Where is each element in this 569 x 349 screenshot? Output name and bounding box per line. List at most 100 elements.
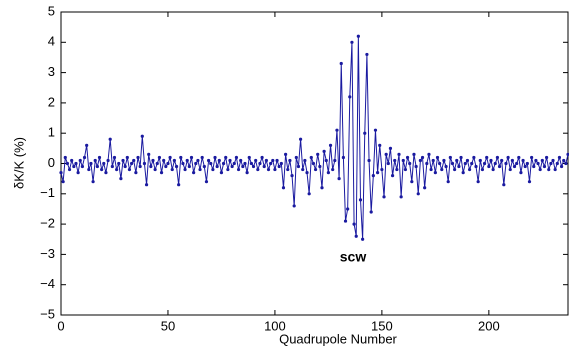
data-point [343, 219, 348, 223]
data-point [226, 167, 230, 172]
data-point [540, 158, 544, 163]
data-point [170, 167, 174, 172]
x-tick-label: 150 [371, 318, 393, 333]
data-point [474, 164, 478, 169]
data-point [213, 155, 217, 160]
data-point [326, 170, 331, 175]
data-point [290, 174, 294, 178]
data-point [532, 164, 536, 169]
data-point [224, 155, 228, 160]
data-point [534, 158, 538, 163]
data-point [399, 195, 403, 199]
data-point [555, 161, 559, 166]
data-point [455, 158, 459, 163]
data-point [181, 161, 185, 166]
data-point [553, 167, 557, 172]
data-point [157, 155, 162, 160]
x-axis-label: Quadrupole Number [279, 331, 397, 346]
data-point [243, 161, 247, 166]
data-point [202, 164, 206, 169]
data-point [508, 167, 512, 172]
data-point [309, 155, 313, 160]
data-point [335, 128, 339, 132]
annotation: scw [340, 249, 367, 265]
data-point [236, 167, 241, 172]
data-point [448, 155, 452, 160]
data-point [117, 161, 121, 166]
data-point [527, 180, 532, 184]
data-point [393, 158, 397, 163]
data-point [502, 183, 506, 187]
data-point [277, 164, 281, 169]
data-line [60, 36, 569, 240]
data-point [155, 161, 159, 166]
data-point [115, 167, 119, 172]
data-point [192, 170, 196, 175]
data-point [525, 161, 529, 166]
data-point [450, 161, 455, 166]
y-tick-label: 4 [48, 34, 55, 49]
data-point [301, 167, 305, 172]
data-point [164, 164, 168, 169]
data-point [142, 161, 147, 166]
data-point [506, 155, 510, 160]
data-point [339, 61, 343, 66]
data-point [153, 167, 157, 172]
data-point [453, 167, 457, 172]
data-point [465, 158, 470, 163]
data-point [354, 234, 358, 238]
data-point [371, 174, 375, 178]
data-point [215, 164, 219, 169]
data-point [358, 198, 363, 202]
data-point [427, 152, 431, 157]
data-point [219, 170, 224, 175]
data-point [217, 158, 221, 163]
data-point [549, 161, 553, 166]
data-point [476, 180, 480, 184]
data-point [515, 161, 519, 166]
data-point [247, 155, 251, 160]
data-point [284, 152, 288, 157]
data-point [78, 158, 82, 163]
data-point [363, 131, 367, 135]
data-point [172, 158, 176, 163]
data-point [251, 164, 256, 169]
data-point [258, 161, 262, 166]
data-point [380, 167, 384, 172]
data-point [174, 164, 179, 169]
data-point [136, 155, 140, 160]
data-point [401, 158, 405, 163]
data-point [431, 158, 435, 163]
data-point [487, 164, 491, 169]
data-point [384, 152, 388, 157]
data-point [97, 155, 102, 160]
data-point [386, 161, 390, 166]
data-point [91, 180, 95, 184]
data-point [337, 177, 341, 181]
data-point [102, 161, 106, 166]
data-point [110, 164, 114, 169]
data-point [166, 161, 170, 166]
y-tick-label: −4 [40, 276, 55, 291]
data-point [271, 158, 275, 163]
data-point [95, 164, 99, 169]
data-point [80, 164, 84, 169]
data-point [521, 158, 525, 163]
data-point [316, 152, 320, 157]
data-point [239, 158, 243, 163]
data-point [405, 155, 410, 160]
data-point [412, 152, 416, 157]
data-point [500, 158, 504, 163]
data-point [61, 180, 65, 184]
data-point [478, 158, 482, 163]
data-point [482, 161, 487, 166]
data-point [418, 158, 422, 163]
data-point [298, 137, 303, 141]
data-point [365, 52, 369, 57]
data-point [559, 164, 564, 169]
data-point [249, 161, 253, 166]
data-point [245, 170, 249, 175]
y-tick-label: −5 [40, 306, 55, 321]
data-point [196, 158, 200, 163]
data-point [254, 158, 258, 163]
